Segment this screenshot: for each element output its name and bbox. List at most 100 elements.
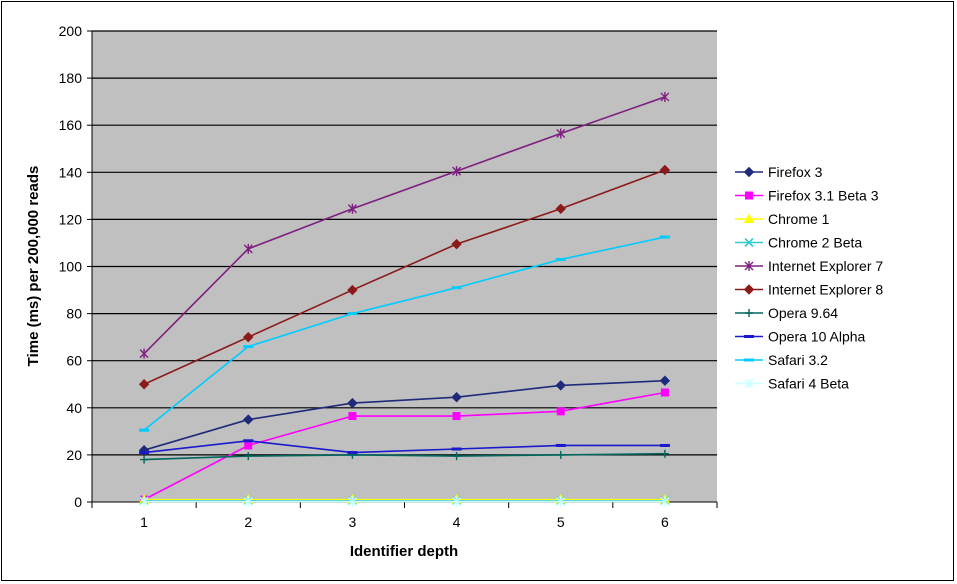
data-point <box>659 375 671 386</box>
data-point <box>243 345 254 349</box>
legend-item: Firefox 3 <box>735 164 823 180</box>
legend-label: Firefox 3 <box>768 164 823 180</box>
data-point <box>139 428 150 432</box>
series-opera-10-alpha <box>139 439 670 455</box>
y-tick-label: 200 <box>59 23 83 39</box>
x-tick-label: 3 <box>349 514 357 530</box>
legend-marker <box>743 213 755 223</box>
y-tick-label: 40 <box>66 400 82 416</box>
y-tick-label: 80 <box>66 306 82 322</box>
data-point <box>347 284 358 296</box>
legend-label: Safari 4 Beta <box>768 376 849 392</box>
series-lines <box>138 91 671 507</box>
legend-marker <box>743 284 755 295</box>
legend-label: Internet Explorer 7 <box>768 258 883 274</box>
legend-marker <box>744 335 754 338</box>
legend-label: Firefox 3.1 Beta 3 <box>768 188 879 204</box>
x-tick-label: 5 <box>557 514 565 530</box>
data-point <box>555 203 566 215</box>
data-point <box>660 449 669 458</box>
y-tick-label: 100 <box>59 259 83 275</box>
legend-marker <box>744 237 754 248</box>
data-point <box>451 286 462 290</box>
data-point <box>347 397 358 409</box>
data-point <box>138 379 150 390</box>
data-point <box>451 238 462 250</box>
y-axis-title: Time (ms) per 200,000 reads <box>25 166 42 367</box>
data-point <box>556 450 565 459</box>
data-point <box>244 452 253 461</box>
series-safari-4-beta <box>139 496 670 507</box>
legend-item: Chrome 2 Beta <box>735 235 862 251</box>
legend-item: Chrome 1 <box>735 211 830 227</box>
y-tick-label: 120 <box>59 211 83 227</box>
series-line <box>143 169 666 385</box>
data-point <box>659 235 670 239</box>
data-point <box>452 166 462 177</box>
x-axis-title: Identifier depth <box>350 543 458 560</box>
x-tick-label: 4 <box>453 514 461 530</box>
data-point <box>139 348 149 359</box>
data-point <box>452 452 461 461</box>
legend-label: Chrome 2 Beta <box>768 235 862 251</box>
data-point <box>244 441 253 450</box>
data-point <box>556 496 566 507</box>
data-point <box>139 451 150 455</box>
legend-marker <box>744 261 754 271</box>
series-internet-explorer-7 <box>139 91 670 359</box>
series-safari-3-2 <box>139 235 670 432</box>
data-point <box>556 128 566 139</box>
series-opera-9-64 <box>140 449 669 464</box>
x-tick-label: 2 <box>244 514 252 530</box>
x-tick-label: 1 <box>140 514 148 530</box>
data-point <box>243 496 253 507</box>
legend-item: Safari 4 Beta <box>735 376 849 392</box>
legend-item: Internet Explorer 7 <box>735 258 883 274</box>
legend-label: Internet Explorer 8 <box>768 282 883 298</box>
y-tick-labels: 0 20 40 60 80 100 120 140 160 180 200 <box>59 23 83 510</box>
series-line <box>144 452 665 461</box>
data-point <box>243 414 254 425</box>
data-point <box>556 407 565 416</box>
data-point <box>555 443 566 447</box>
y-tick-label: 60 <box>66 353 82 369</box>
data-point <box>347 312 358 316</box>
data-point <box>659 164 671 176</box>
series-line <box>143 236 666 431</box>
legend: Firefox 3 Firefox 3.1 Beta 3 Chrome 1 Chrom… <box>735 164 883 392</box>
legend-item: Safari 3.2 <box>735 352 828 368</box>
legend-label: Opera 10 Alpha <box>768 329 866 345</box>
series-line <box>143 379 665 451</box>
series-line <box>143 391 666 501</box>
series-line <box>143 439 665 454</box>
legend-marker <box>745 191 753 200</box>
data-point <box>660 91 670 102</box>
data-point <box>347 496 357 507</box>
data-point <box>451 391 462 403</box>
y-tick-label: 160 <box>59 117 83 133</box>
legend-marker <box>745 309 753 317</box>
data-point <box>451 447 462 451</box>
data-point <box>348 412 357 421</box>
legend-item: Opera 10 Alpha <box>735 329 866 345</box>
data-point <box>660 496 670 507</box>
x-tick-label: 6 <box>661 514 669 530</box>
data-point <box>243 331 254 343</box>
series-firefox-3 <box>138 375 671 456</box>
y-tick-label: 0 <box>74 494 82 510</box>
data-point <box>140 455 149 464</box>
legend-label: Chrome 1 <box>768 211 830 227</box>
legend-label: Safari 3.2 <box>768 352 828 368</box>
legend-marker <box>744 378 754 389</box>
data-point <box>243 243 253 254</box>
legend-item: Firefox 3.1 Beta 3 <box>735 188 879 204</box>
data-point <box>555 380 566 391</box>
y-tick-label: 140 <box>59 164 83 180</box>
legend-marker <box>743 166 755 178</box>
series-internet-explorer-8 <box>138 164 671 390</box>
x-tick-labels: 1 2 3 4 5 6 <box>140 514 669 530</box>
legend-label: Opera 9.64 <box>768 305 838 321</box>
data-point <box>347 451 358 455</box>
data-point <box>660 388 669 397</box>
